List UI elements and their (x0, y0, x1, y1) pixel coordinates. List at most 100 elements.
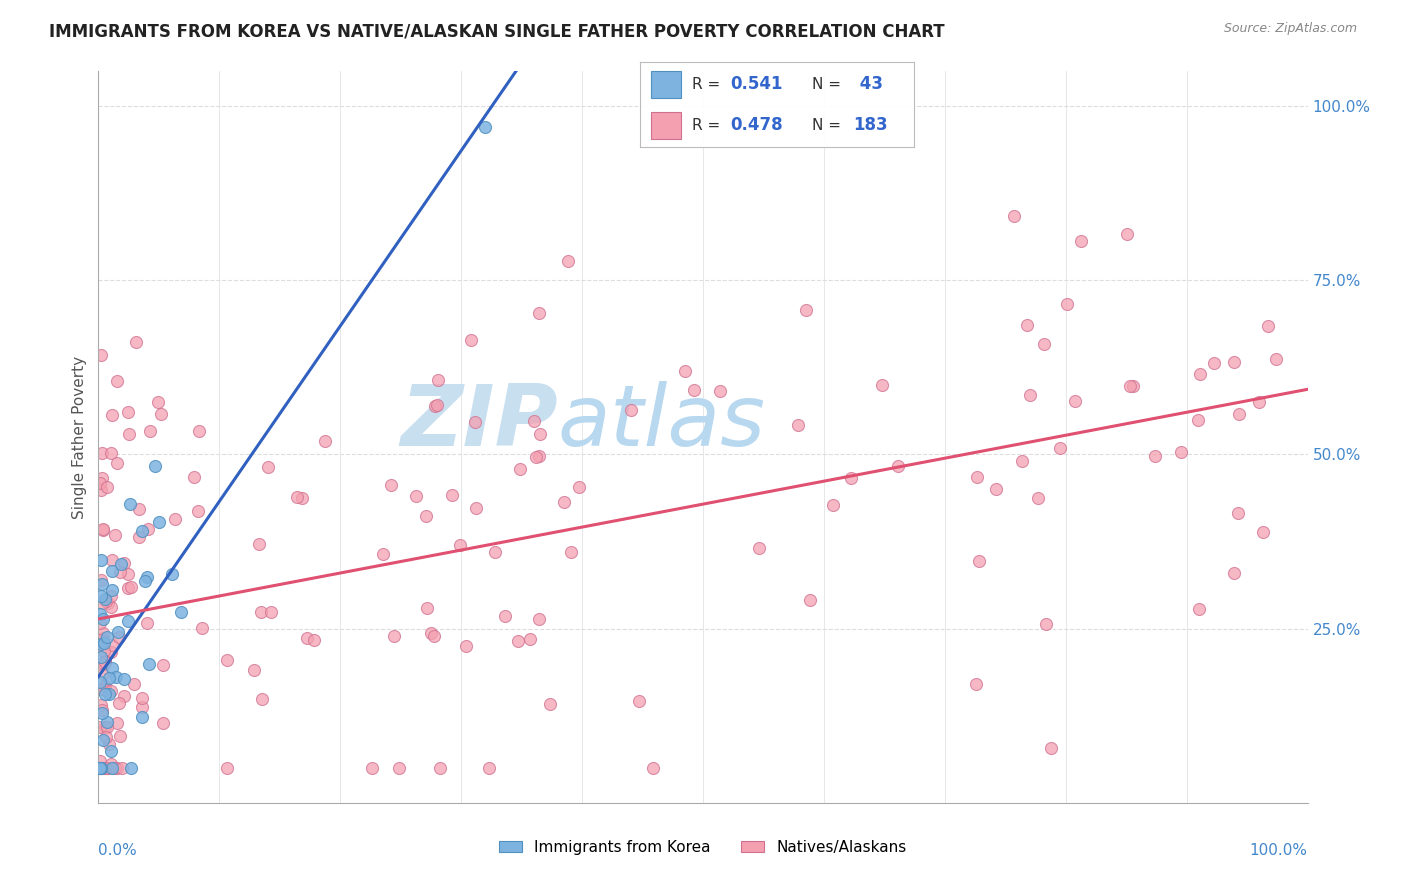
Point (150, 407, 173, 421)
Point (131, 691, 153, 706)
Point (247, 537, 270, 551)
Text: R =: R = (692, 77, 725, 92)
Point (152, 716, 174, 731)
Point (494, 608, 516, 623)
Point (146, 394, 169, 409)
Point (1017, 318, 1039, 332)
Point (93, 761, 115, 775)
Point (1143, 450, 1166, 464)
Point (427, 374, 450, 388)
Point (526, 450, 548, 464)
Point (1223, 354, 1246, 368)
Point (870, 378, 893, 392)
Point (90, 698, 112, 712)
Text: 100.0%: 100.0% (1250, 843, 1308, 858)
Point (117, 581, 139, 595)
Point (285, 490, 308, 504)
Point (94, 679, 117, 693)
Point (117, 614, 139, 628)
Point (508, 634, 530, 648)
Point (138, 522, 160, 536)
Point (460, 334, 482, 348)
Point (641, 761, 664, 775)
Point (360, 761, 382, 775)
Point (120, 580, 142, 594)
Point (90, 650, 112, 665)
Point (131, 709, 153, 723)
Point (90, 577, 112, 591)
Point (100, 409, 122, 423)
Point (1187, 413, 1209, 427)
Point (104, 528, 127, 542)
Point (673, 363, 696, 377)
Point (117, 405, 139, 419)
FancyBboxPatch shape (651, 112, 681, 139)
Text: R =: R = (692, 118, 725, 133)
Point (887, 458, 910, 473)
Point (1056, 297, 1078, 311)
Point (93, 654, 115, 668)
Point (120, 761, 142, 775)
Point (1188, 367, 1211, 381)
Point (966, 470, 988, 484)
Point (527, 612, 550, 626)
Point (165, 511, 187, 525)
Point (423, 399, 446, 413)
Point (415, 509, 437, 524)
Point (464, 500, 486, 515)
Point (94, 655, 117, 669)
Point (100, 661, 122, 675)
Point (1049, 442, 1071, 456)
Point (110, 557, 132, 571)
Point (620, 402, 643, 417)
Point (89, 616, 111, 631)
Point (108, 565, 131, 579)
Point (464, 416, 486, 430)
Point (97, 671, 120, 685)
Point (423, 629, 446, 643)
Point (90, 638, 112, 652)
Point (101, 553, 124, 567)
Text: 183: 183 (853, 116, 889, 134)
Point (509, 462, 531, 476)
Point (93, 634, 115, 648)
Point (89, 761, 111, 775)
Point (94, 720, 117, 734)
Point (89, 754, 111, 768)
Point (100, 589, 122, 603)
Point (1032, 337, 1054, 351)
Point (709, 384, 731, 398)
Point (187, 504, 209, 518)
Point (117, 567, 139, 582)
Point (90, 590, 112, 604)
Point (243, 663, 266, 677)
Point (90, 706, 112, 720)
Text: 43: 43 (853, 76, 883, 94)
Point (90, 553, 112, 567)
Point (250, 606, 273, 620)
Point (291, 491, 314, 505)
Text: IMMIGRANTS FROM KOREA VS NATIVE/ALASKAN SINGLE FATHER POVERTY CORRELATION CHART: IMMIGRANTS FROM KOREA VS NATIVE/ALASKAN … (49, 22, 945, 40)
Point (93, 636, 115, 650)
Point (105, 456, 128, 470)
Point (984, 482, 1007, 496)
Point (1170, 445, 1192, 459)
Point (314, 434, 336, 448)
Point (93, 683, 115, 698)
Point (118, 497, 141, 511)
Point (101, 582, 124, 597)
Point (94, 591, 117, 606)
Point (683, 383, 706, 397)
Point (560, 545, 582, 559)
Point (371, 548, 394, 562)
Point (1251, 525, 1274, 540)
Point (91, 522, 114, 536)
Point (152, 658, 174, 673)
Point (134, 574, 156, 588)
Point (90, 347, 112, 361)
Text: Source: ZipAtlas.com: Source: ZipAtlas.com (1223, 22, 1357, 36)
Point (1040, 741, 1063, 756)
Point (91, 523, 114, 537)
Point (108, 696, 131, 710)
Point (474, 120, 496, 134)
